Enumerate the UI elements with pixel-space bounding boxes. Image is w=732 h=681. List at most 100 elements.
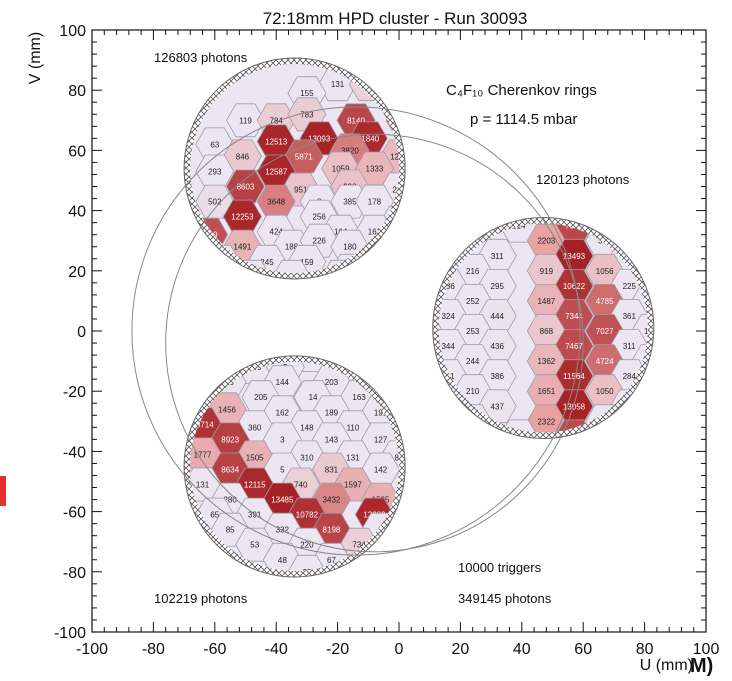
pixel-count: 159 — [300, 258, 314, 267]
pixel-count: 8634 — [221, 465, 239, 474]
pixel-cell — [354, 259, 394, 273]
cherenkov-ring — [131, 106, 581, 556]
pixel-count: 253 — [466, 327, 480, 336]
pixel-count: 216 — [466, 267, 480, 276]
triggers-label: 10000 triggers — [458, 560, 542, 575]
pixel-count: 197 — [214, 258, 228, 267]
pixel-cell — [405, 408, 443, 441]
y-tick-label: 20 — [68, 264, 86, 281]
pixel-count: 48 — [278, 556, 287, 565]
photons-total-label: 349145 photons — [458, 591, 552, 606]
pixel-count: 163 — [644, 327, 658, 336]
pixel-count: 214 — [512, 222, 526, 231]
pixel-count: 240 — [392, 186, 406, 195]
pixel-count: 171 — [417, 167, 431, 176]
pixel-cell — [405, 468, 443, 501]
pixel-count: 1056 — [596, 267, 614, 276]
pixel-count: 161 — [352, 288, 366, 297]
pixel-cell — [300, 275, 338, 308]
x-tick-label: -20 — [326, 641, 349, 658]
pixel-count: 79 — [348, 351, 357, 360]
pixel-count: 226 — [313, 237, 327, 246]
pixel-count: 131 — [196, 481, 210, 490]
pixel-count: 200 — [343, 267, 357, 276]
pixel-count: 1362 — [537, 357, 555, 366]
pixel-count: 119 — [239, 116, 252, 125]
pixel-count: 89 — [419, 511, 428, 520]
pixel-count: 12587 — [265, 167, 288, 176]
photons-bottom-label: 102219 photons — [154, 591, 248, 606]
red-marker — [0, 476, 6, 506]
x-tick-label: 100 — [693, 641, 720, 658]
pixel-count: 7467 — [565, 342, 583, 351]
pixel-count: 1059 — [332, 164, 350, 173]
pixel-count: 12513 — [265, 137, 288, 146]
pixel-count: 1651 — [537, 387, 555, 396]
pixel-count: 13093 — [308, 134, 331, 143]
pixel-cell — [251, 275, 289, 308]
pixel-count: 846 — [236, 152, 250, 161]
pixel-count: 11564 — [563, 372, 585, 381]
pixel-count: 153 — [417, 198, 431, 207]
pixel-count: 178 — [368, 198, 382, 207]
pixel-count: 5 — [280, 465, 285, 474]
pixel-count: 1050 — [596, 387, 614, 396]
pixel-cell — [379, 76, 400, 111]
pixel-count: 1906 — [544, 207, 562, 216]
pixel-count: 10714 — [191, 420, 214, 429]
pixel-count: 185 — [285, 273, 299, 282]
y-tick-label: -60 — [63, 505, 86, 522]
pixel-count: 12115 — [244, 481, 266, 490]
photons-right-label: 120123 photons — [536, 172, 630, 187]
y-tick-label: -100 — [54, 625, 86, 642]
pixel-count: 14 — [309, 393, 318, 402]
pixel-count: 203 — [325, 378, 339, 387]
pixel-count: 85 — [226, 526, 235, 535]
pixel-count: 784 — [270, 116, 284, 125]
x-tick-label: -40 — [265, 641, 288, 658]
pixel-cell — [330, 184, 370, 219]
pixel-count: 919 — [540, 267, 554, 276]
pixel-count: 13485 — [271, 496, 294, 505]
pixel-count: 1491 — [234, 243, 252, 252]
pixel-count: 110 — [347, 423, 360, 432]
pixel-count: 13493 — [563, 252, 586, 261]
pixel-count: 1333 — [366, 164, 384, 173]
pixel-count: 2322 — [537, 417, 555, 426]
pixel-count: 244 — [466, 357, 480, 366]
pixel-cell — [379, 365, 400, 400]
pixel-count: 65 — [210, 511, 219, 520]
pixel-count: 4785 — [596, 297, 614, 306]
y-tick-label: -20 — [63, 384, 86, 401]
pixel-cell — [226, 169, 265, 204]
pixel-count: 209 — [392, 243, 406, 252]
pixel-cell — [272, 259, 312, 273]
pixel-count: 1597 — [344, 481, 362, 490]
pixel-count: 10165 — [394, 116, 417, 125]
pixel-count: 83 — [646, 267, 655, 276]
pixel-count: 502 — [208, 198, 222, 207]
pixel-count: 436 — [491, 342, 505, 351]
pixel-cell — [405, 155, 443, 188]
y-tick-label: -80 — [63, 565, 86, 582]
pixel-count: 245 — [260, 258, 274, 267]
x-axis-label: U (mm) — [640, 657, 693, 674]
pixel-count: 3648 — [267, 198, 285, 207]
pixel-count: 181 — [263, 288, 277, 297]
pixel-count: 1456 — [218, 405, 236, 414]
pixel-count: 1487 — [537, 297, 555, 306]
y-tick-label: -40 — [63, 444, 86, 461]
y-tick-label: 60 — [68, 143, 86, 160]
pixel-cell — [331, 290, 369, 323]
pixel-count: 386 — [491, 372, 505, 381]
pixel-count: 155 — [300, 89, 314, 98]
pixel-count: 213 — [623, 402, 637, 411]
pixel-count: 324 — [441, 312, 455, 321]
pixel-count: 311 — [623, 342, 636, 351]
pixel-count: 1207 — [390, 89, 408, 98]
x-tick-label: 80 — [636, 641, 654, 658]
pixel-count: 144 — [276, 378, 290, 387]
pixel-count: 131 — [346, 453, 360, 462]
pixel-count: 10622 — [563, 282, 586, 291]
